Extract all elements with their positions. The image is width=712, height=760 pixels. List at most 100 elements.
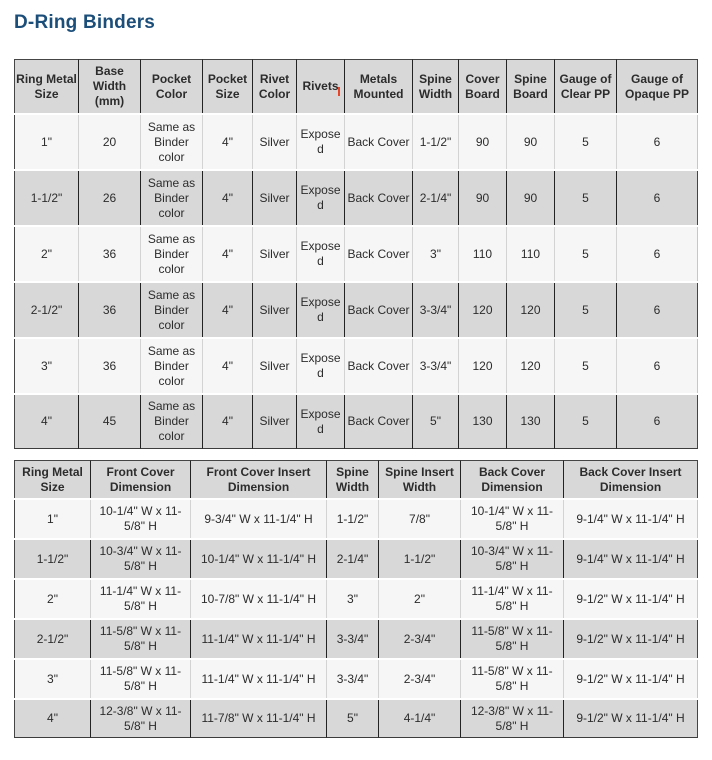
cell: 5: [554, 339, 616, 393]
cell: 11-1/4" W x 11-1/4" H: [190, 620, 326, 658]
cell: 11-5/8" W x 11-5/8" H: [460, 620, 563, 658]
cell: 1-1/2": [14, 540, 90, 578]
cell: 36: [78, 227, 140, 281]
cell: 4": [202, 115, 252, 169]
table-row: 3" 36 Same as Binder color 4" Silver Exp…: [14, 339, 698, 393]
cell: Same as Binder color: [140, 171, 202, 225]
cell: 5: [554, 171, 616, 225]
cell: Back Cover: [344, 395, 412, 449]
cell: 6: [616, 339, 698, 393]
cell: 10-1/4" W x 11-1/4" H: [190, 540, 326, 578]
cell: Back Cover: [344, 283, 412, 337]
table-row: 1-1/2" 26 Same as Binder color 4" Silver…: [14, 171, 698, 225]
spec-header-spine-board: Spine Board: [506, 59, 554, 113]
cell: 5: [554, 115, 616, 169]
cell: 11-5/8" W x 11-5/8" H: [460, 660, 563, 698]
dim-header-back-cover-dimension: Back Cover Dimension: [460, 460, 563, 498]
cell: 11-1/4" W x 11-1/4" H: [190, 660, 326, 698]
cell: 11-1/4" W x 11-5/8" H: [90, 580, 190, 618]
cell: 6: [616, 227, 698, 281]
cell: Back Cover: [344, 339, 412, 393]
cell: 4": [202, 339, 252, 393]
cell: 120: [506, 339, 554, 393]
cell: 11-5/8" W x 11-5/8" H: [90, 660, 190, 698]
spec-header-metals-mounted: Metals Mounted: [344, 59, 412, 113]
stray-caret-mark: [338, 87, 340, 96]
cell: 90: [458, 115, 506, 169]
cell: 1-1/2": [14, 171, 78, 225]
spec-header-base-width: Base Width (mm): [78, 59, 140, 113]
cell: 6: [616, 283, 698, 337]
dim-header-ring-metal-size: Ring Metal Size: [14, 460, 90, 498]
cell: 11-5/8" W x 11-5/8" H: [90, 620, 190, 658]
cell: 2-1/4": [326, 540, 378, 578]
page: D-Ring Binders Ring Metal Size Base Widt…: [14, 12, 698, 738]
cell: 120: [458, 283, 506, 337]
cell: 4-1/4": [378, 700, 460, 738]
cell: 3": [326, 580, 378, 618]
cell: Same as Binder color: [140, 395, 202, 449]
dim-header-front-cover-dimension: Front Cover Dimension: [90, 460, 190, 498]
cell: 6: [616, 395, 698, 449]
cell: 2-1/2": [14, 620, 90, 658]
cell: 9-3/4" W x 11-1/4" H: [190, 500, 326, 538]
cell: 2-3/4": [378, 620, 460, 658]
cell: 110: [458, 227, 506, 281]
cell: 9-1/2" W x 11-1/4" H: [563, 700, 698, 738]
cell: 36: [78, 283, 140, 337]
cell: 9-1/2" W x 11-1/4" H: [563, 580, 698, 618]
cell: 9-1/2" W x 11-1/4" H: [563, 660, 698, 698]
cell: 3": [412, 227, 458, 281]
dim-header-spine-width: Spine Width: [326, 460, 378, 498]
cell: 4": [202, 395, 252, 449]
cell: 10-7/8" W x 11-1/4" H: [190, 580, 326, 618]
table-row: 1" 10-1/4" W x 11-5/8" H 9-3/4" W x 11-1…: [14, 500, 698, 538]
cell: 12-3/8" W x 11-5/8" H: [460, 700, 563, 738]
cell: Exposed: [296, 171, 344, 225]
cell: 3-3/4": [326, 620, 378, 658]
cell: 5": [326, 700, 378, 738]
cell: 5": [412, 395, 458, 449]
cell: 1": [14, 115, 78, 169]
cell: 3-3/4": [326, 660, 378, 698]
cell: 120: [506, 283, 554, 337]
cell: 7/8": [378, 500, 460, 538]
cell: Silver: [252, 283, 296, 337]
cell: 1": [14, 500, 90, 538]
cell: 90: [458, 171, 506, 225]
cell: Back Cover: [344, 227, 412, 281]
spec-header-rivet-color: Rivet Color: [252, 59, 296, 113]
table-row: 4" 12-3/8" W x 11-5/8" H 11-7/8" W x 11-…: [14, 700, 698, 738]
cell: 130: [506, 395, 554, 449]
spec-header-gauge-clear-pp: Gauge of Clear PP: [554, 59, 616, 113]
cell: 11-1/4" W x 11-5/8" H: [460, 580, 563, 618]
cell: 110: [506, 227, 554, 281]
cell: 4": [202, 171, 252, 225]
cell: Same as Binder color: [140, 283, 202, 337]
cell: Exposed: [296, 227, 344, 281]
cell: 5: [554, 395, 616, 449]
cell: 120: [458, 339, 506, 393]
cell: 4": [202, 227, 252, 281]
cell: 2": [378, 580, 460, 618]
cell: Back Cover: [344, 171, 412, 225]
table-row: 4" 45 Same as Binder color 4" Silver Exp…: [14, 395, 698, 449]
cell: 4": [14, 395, 78, 449]
cell: 20: [78, 115, 140, 169]
table-row: 3" 11-5/8" W x 11-5/8" H 11-1/4" W x 11-…: [14, 660, 698, 698]
cell: 2-3/4": [378, 660, 460, 698]
cell: Exposed: [296, 395, 344, 449]
cell: 3": [14, 339, 78, 393]
cell: 12-3/8" W x 11-5/8" H: [90, 700, 190, 738]
dim-header-back-cover-insert-dimension: Back Cover Insert Dimension: [563, 460, 698, 498]
cell: 26: [78, 171, 140, 225]
cell: 3": [14, 660, 90, 698]
cell: 10-1/4" W x 11-5/8" H: [90, 500, 190, 538]
cell: 1-1/2": [412, 115, 458, 169]
cell: Silver: [252, 227, 296, 281]
cell: 5: [554, 283, 616, 337]
cell: 10-1/4" W x 11-5/8" H: [460, 500, 563, 538]
cell: 6: [616, 115, 698, 169]
table-row: 2" 11-1/4" W x 11-5/8" H 10-7/8" W x 11-…: [14, 580, 698, 618]
cell: Exposed: [296, 115, 344, 169]
